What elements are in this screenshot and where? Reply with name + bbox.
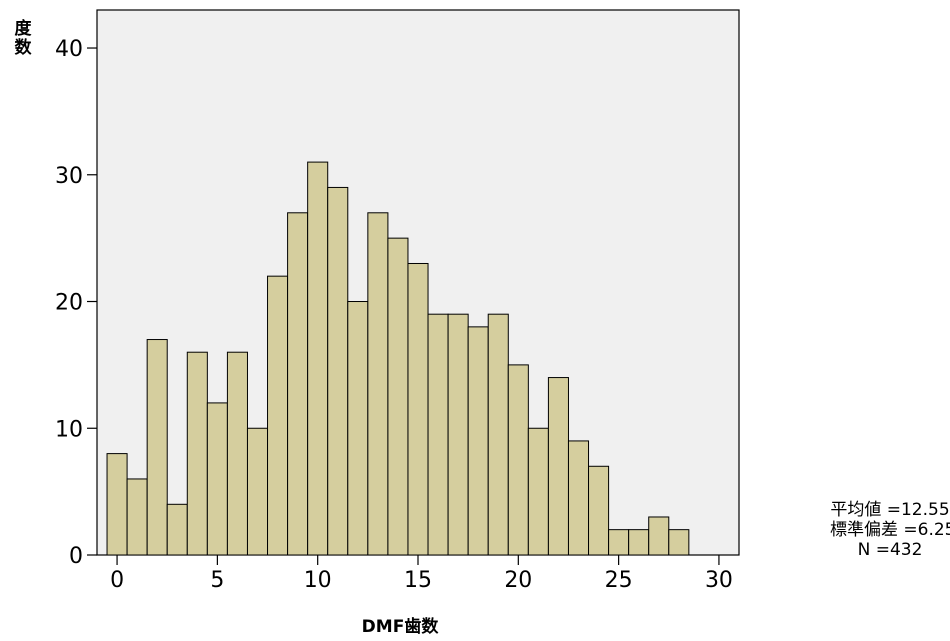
- x-tick-label: 0: [110, 568, 124, 593]
- histogram-bar: [567, 440, 590, 556]
- histogram-bar: [387, 237, 409, 556]
- histogram-bar: [267, 275, 289, 556]
- y-tick-label: 0: [69, 544, 83, 569]
- x-tick-label: 25: [605, 568, 633, 593]
- histogram-bar: [126, 478, 148, 556]
- y-axis: 0 10 20 30 40: [55, 37, 97, 569]
- histogram-bar: [206, 402, 228, 556]
- x-tick-label: 10: [304, 568, 332, 593]
- histogram-bar: [226, 351, 248, 556]
- y-axis-label-line-2: 数: [14, 38, 32, 58]
- x-tick-label: 15: [404, 568, 432, 593]
- x-axis-label: DMF歯数: [361, 617, 439, 637]
- histogram-bar: [447, 313, 469, 556]
- histogram-bar: [106, 453, 128, 556]
- y-tick-label: 40: [55, 37, 83, 62]
- x-tick-label: 20: [504, 568, 532, 593]
- stat-n: N =432: [857, 540, 923, 560]
- histogram-bar: [287, 212, 309, 556]
- histogram-bar: [547, 377, 569, 556]
- y-axis-label-line-1: 度: [14, 19, 32, 39]
- histogram-bar: [507, 364, 529, 556]
- x-tick-label: 5: [210, 568, 224, 593]
- stat-mean: 平均値 =12.55: [830, 500, 950, 520]
- histogram-bar: [327, 186, 349, 556]
- histogram-bar: [146, 339, 168, 556]
- bars-group: [106, 161, 690, 556]
- histogram-bar: [487, 313, 509, 556]
- histogram-bar: [427, 313, 449, 556]
- histogram-bar: [527, 427, 549, 556]
- histogram-bar: [307, 161, 329, 556]
- histogram-bar: [347, 301, 369, 556]
- y-tick-label: 20: [55, 291, 83, 316]
- histogram-bar: [407, 262, 429, 556]
- histogram-bar: [588, 465, 610, 556]
- histogram-bar: [467, 326, 489, 556]
- histogram-bar: [668, 529, 690, 556]
- summary-statistics: 平均値 =12.55 標準偏差 =6.25 N =432: [830, 500, 950, 560]
- y-tick-label: 10: [55, 417, 83, 442]
- histogram-bar: [246, 427, 269, 556]
- histogram-bar: [186, 351, 208, 556]
- histogram-bar: [608, 529, 630, 556]
- y-axis-label: 度 数: [10, 20, 36, 58]
- y-tick-label: 30: [55, 164, 83, 189]
- histogram-bar: [648, 516, 670, 556]
- histogram-bar: [367, 212, 389, 556]
- histogram-bar: [166, 503, 188, 556]
- x-tick-label: 30: [705, 568, 733, 593]
- histogram-bar: [628, 529, 650, 556]
- stat-sd: 標準偏差 =6.25: [830, 520, 950, 540]
- x-axis: 0 5 10 15 20 25 30: [110, 555, 733, 593]
